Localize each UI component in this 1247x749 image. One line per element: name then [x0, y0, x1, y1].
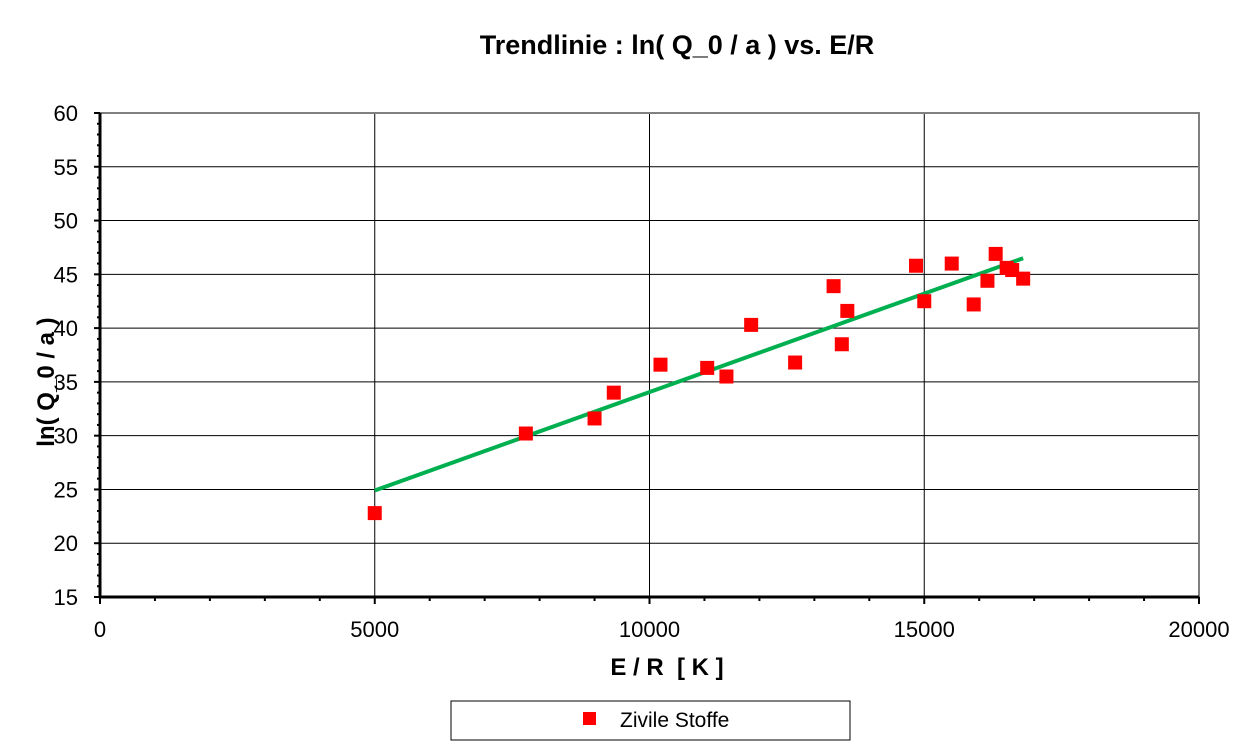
legend: Zivile Stoffe: [450, 700, 851, 741]
y-tick-label: 55: [54, 155, 78, 180]
x-tick-label: 20000: [1168, 617, 1229, 642]
y-axis-label: ln( Q_0 / a ): [33, 317, 60, 446]
data-point-square: [653, 357, 668, 372]
data-point-square: [788, 355, 803, 370]
x-tick-label: 5000: [350, 617, 399, 642]
legend-marker-square: [583, 712, 596, 725]
data-point-square: [587, 411, 602, 426]
trendline-segment: [374, 256, 1024, 493]
legend-box: [450, 700, 851, 741]
data-point-square: [917, 294, 932, 309]
data-point-square: [966, 297, 981, 312]
chart-title: Trendlinie : ln( Q_0 / a ) vs. E/R: [480, 30, 875, 60]
trendline: [374, 256, 1024, 493]
data-point-square: [980, 273, 995, 288]
data-point-square: [719, 369, 734, 384]
data-point-square: [909, 258, 924, 273]
x-tick-label: 0: [94, 617, 106, 642]
y-tick-label: 30: [54, 424, 78, 449]
gridlines: [100, 113, 1199, 597]
data-point-square: [1005, 263, 1020, 278]
y-tick-label: 40: [54, 316, 78, 341]
data-point-square: [367, 506, 382, 521]
y-tick-label: 45: [54, 262, 78, 287]
axes: [94, 112, 1200, 604]
x-axis-label: E / R [ K ]: [610, 654, 723, 681]
y-tick-label: 15: [54, 585, 78, 610]
x-tick-label: 15000: [894, 617, 955, 642]
data-point-square: [606, 385, 621, 400]
y-tick-label: 50: [54, 209, 78, 234]
data-point-square: [1016, 271, 1031, 286]
y-tick-label: 20: [54, 531, 78, 556]
y-tick-label: 35: [54, 370, 78, 395]
y-tick-label: 25: [54, 477, 78, 502]
data-point-square: [518, 426, 533, 441]
x-tick-label: 10000: [619, 617, 680, 642]
y-tick-label: 60: [54, 101, 78, 126]
data-point-square: [840, 303, 855, 318]
data-point-square: [834, 337, 849, 352]
data-point-square: [826, 279, 841, 294]
data-point-square: [944, 256, 959, 271]
data-point-square: [744, 317, 759, 332]
data-points: [367, 246, 1031, 521]
data-point-square: [988, 246, 1003, 261]
legend-entry-label: Zivile Stoffe: [620, 709, 729, 732]
data-point-square: [700, 360, 715, 375]
tick-labels: 15 20 25 30 35 40 45 50 55 60 0 5000 10000 15000 20000: [54, 101, 1230, 642]
